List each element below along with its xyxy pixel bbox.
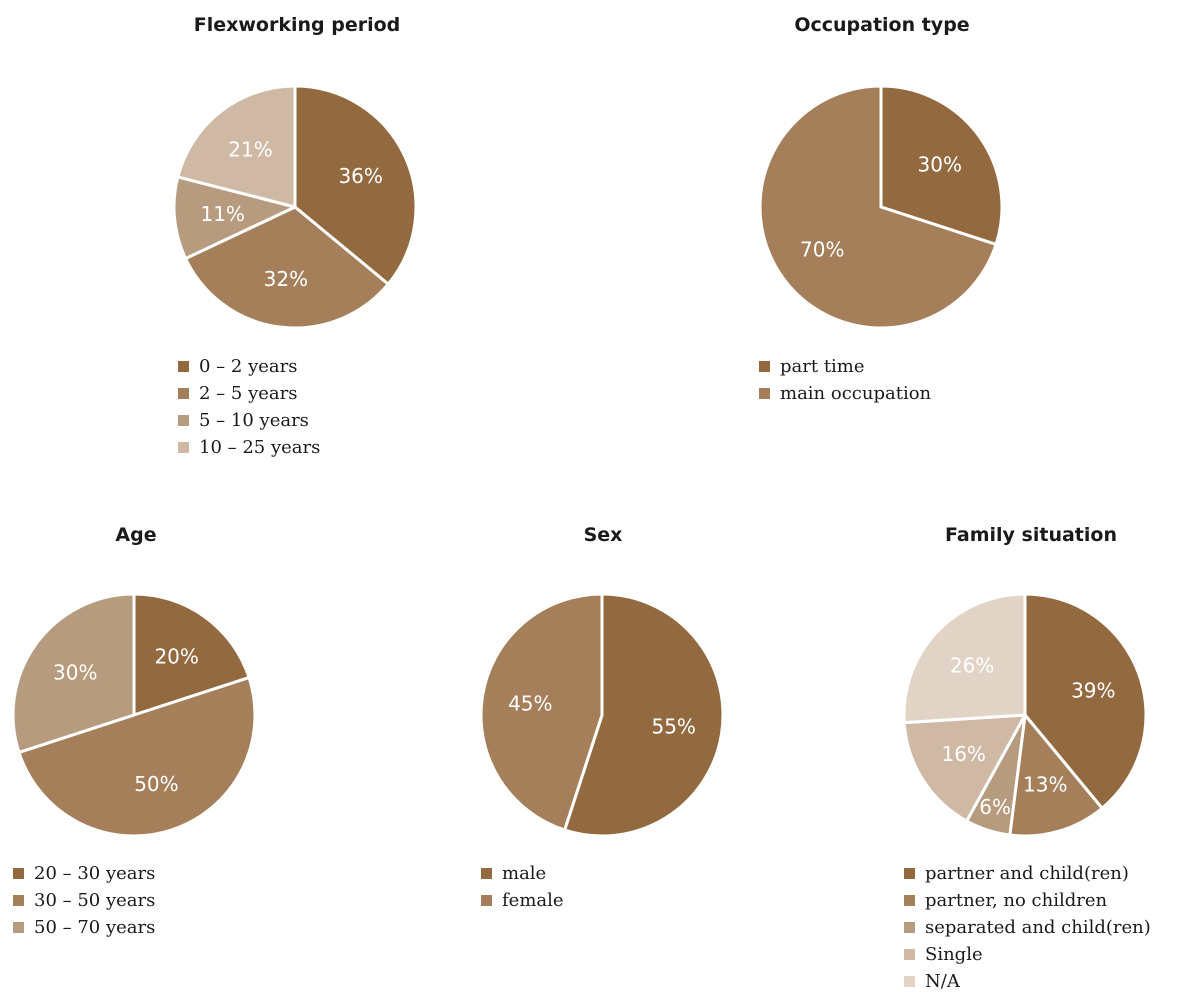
slice-value-label: 21% — [228, 138, 272, 162]
legend-item: 30 – 50 years — [13, 887, 155, 914]
pie-slice — [563, 592, 725, 838]
legend-label: female — [502, 890, 564, 911]
legend-label: partner and child(ren) — [925, 863, 1129, 884]
chart-title: Occupation type — [794, 14, 970, 36]
pie-slice — [479, 592, 604, 832]
chart-title: Sex — [583, 524, 623, 546]
pie-slice — [902, 592, 1027, 725]
legend-item: separated and child(ren) — [904, 914, 1151, 941]
slice-value-label: 45% — [508, 692, 552, 716]
legend-label: partner, no children — [925, 890, 1108, 911]
legend-label: separated and child(ren) — [925, 917, 1151, 938]
legend-item: part time — [759, 353, 931, 380]
legend-label: 20 – 30 years — [34, 863, 156, 884]
slice-value-label: 6% — [979, 795, 1011, 819]
legend-label: 5 – 10 years — [199, 410, 309, 431]
pie-slice — [1008, 713, 1104, 838]
pie-chart: 39% 13% 6% 16% 26% — [902, 592, 1148, 838]
legend-item: 50 – 70 years — [13, 914, 155, 941]
legend-swatch — [904, 895, 915, 906]
pie-slice — [902, 713, 1027, 823]
pie-slice — [293, 84, 418, 286]
pie-slice — [184, 205, 390, 330]
chart-title: Flexworking period — [193, 14, 401, 36]
legend-item: Single — [904, 941, 1151, 968]
legend: 0 – 2 years 2 – 5 years 5 – 10 years 10 … — [178, 353, 320, 461]
legend-swatch — [904, 976, 915, 987]
pie-chart: 30% 70% — [758, 84, 1004, 330]
legend: 20 – 30 years 30 – 50 years 50 – 70 year… — [13, 860, 155, 941]
slice-value-label: 50% — [134, 772, 178, 796]
slice-value-label: 32% — [264, 267, 308, 291]
legend-label: N/A — [925, 971, 960, 992]
slice-value-label: 16% — [941, 742, 985, 766]
legend-swatch — [13, 895, 24, 906]
legend: partner and child(ren) partner, no child… — [904, 860, 1151, 995]
legend-label: main occupation — [780, 383, 932, 404]
pie-chart: 20% 50% 30% — [11, 592, 257, 838]
legend-swatch — [13, 922, 24, 933]
slice-value-label: 70% — [800, 238, 844, 262]
legend-item: 20 – 30 years — [13, 860, 155, 887]
legend-swatch — [178, 388, 189, 399]
slice-value-label: 30% — [918, 152, 962, 176]
legend-swatch — [178, 361, 189, 372]
legend-item: female — [481, 887, 564, 914]
legend-label: 50 – 70 years — [34, 917, 156, 938]
legend-swatch — [904, 922, 915, 933]
legend-swatch — [481, 868, 492, 879]
pie-slice — [11, 592, 136, 754]
legend-label: 10 – 25 years — [199, 437, 321, 458]
slice-value-label: 39% — [1071, 678, 1115, 702]
pie-slice — [17, 676, 257, 838]
slice-value-label: 11% — [200, 202, 244, 226]
slice-value-label: 55% — [651, 714, 695, 738]
legend-label: male — [502, 863, 547, 884]
legend-item: main occupation — [759, 380, 931, 407]
legend-swatch — [904, 949, 915, 960]
legend-item: 5 – 10 years — [178, 407, 320, 434]
legend-swatch — [759, 388, 770, 399]
legend-swatch — [13, 868, 24, 879]
legend-label: 0 – 2 years — [199, 356, 298, 377]
legend: part time main occupation — [759, 353, 931, 407]
slice-value-label: 13% — [1023, 773, 1067, 797]
legend: male female — [481, 860, 564, 914]
pie-chart: 55% 45% — [479, 592, 725, 838]
pie-slice — [172, 175, 297, 261]
chart-title: Age — [115, 524, 157, 546]
slice-value-label: 36% — [338, 164, 382, 188]
legend-item: male — [481, 860, 564, 887]
slice-value-label: 20% — [154, 644, 198, 668]
legend-item: N/A — [904, 968, 1151, 995]
pie-slice — [879, 84, 1004, 246]
legend-label: part time — [780, 356, 865, 377]
legend-item: 10 – 25 years — [178, 434, 320, 461]
legend-item: partner, no children — [904, 887, 1151, 914]
legend-item: 0 – 2 years — [178, 353, 320, 380]
legend-item: partner and child(ren) — [904, 860, 1151, 887]
pie-slice — [176, 84, 297, 209]
legend-label: Single — [925, 944, 983, 965]
pie-slice — [758, 84, 998, 330]
legend-swatch — [178, 442, 189, 453]
legend-swatch — [759, 361, 770, 372]
slice-value-label: 26% — [950, 653, 994, 677]
pie-slice — [1023, 592, 1148, 810]
legend-label: 2 – 5 years — [199, 383, 298, 404]
slice-value-label: 30% — [53, 660, 97, 684]
legend-swatch — [904, 868, 915, 879]
pie-chart: 36% 32% 11% 21% — [172, 84, 418, 330]
legend-item: 2 – 5 years — [178, 380, 320, 407]
chart-title: Family situation — [945, 524, 1117, 546]
legend-swatch — [481, 895, 492, 906]
legend-label: 30 – 50 years — [34, 890, 156, 911]
pie-slice — [132, 592, 251, 717]
legend-swatch — [178, 415, 189, 426]
